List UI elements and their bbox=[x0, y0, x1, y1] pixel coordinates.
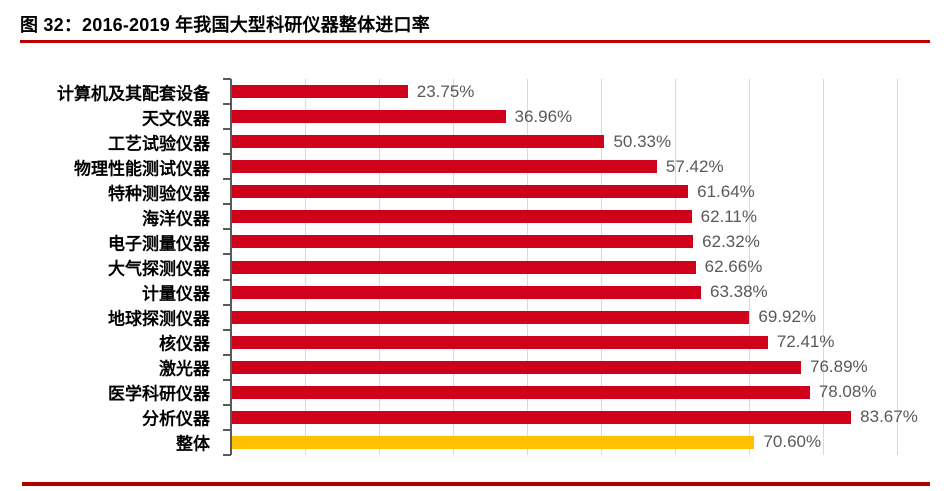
bar bbox=[232, 285, 701, 299]
value-label: 57.42% bbox=[665, 156, 724, 176]
axis-tick bbox=[223, 178, 231, 180]
category-label: 计算机及其配套设备 bbox=[57, 84, 210, 104]
category-label: 大气探测仪器 bbox=[108, 259, 210, 279]
figure-title: 图 32：2016-2019 年我国大型科研仪器整体进口率 bbox=[20, 15, 430, 35]
category-label: 分析仪器 bbox=[142, 409, 210, 429]
bottom-rule bbox=[22, 482, 930, 486]
category-label: 海洋仪器 bbox=[142, 209, 210, 229]
value-label: 78.08% bbox=[818, 382, 877, 402]
axis-tick bbox=[223, 354, 231, 356]
axis-tick bbox=[223, 253, 231, 255]
axis-tick bbox=[223, 404, 231, 406]
value-label: 63.38% bbox=[710, 282, 768, 302]
bar bbox=[232, 210, 692, 224]
category-label: 特种测验仪器 bbox=[108, 184, 210, 204]
category-label: 计量仪器 bbox=[142, 284, 210, 304]
axis-tick bbox=[223, 329, 231, 331]
axis-tick bbox=[223, 153, 231, 155]
category-label: 工艺试验仪器 bbox=[108, 134, 210, 154]
bar bbox=[232, 360, 801, 374]
category-label: 物理性能测试仪器 bbox=[74, 159, 210, 179]
gridline bbox=[749, 79, 750, 455]
value-label: 83.67% bbox=[860, 407, 918, 427]
bar-highlight bbox=[232, 435, 755, 449]
category-label: 地球探测仪器 bbox=[108, 309, 210, 329]
bar bbox=[232, 410, 852, 424]
value-label: 69.92% bbox=[758, 307, 817, 327]
title-underline bbox=[20, 40, 930, 43]
bar bbox=[232, 335, 768, 349]
bar bbox=[232, 235, 694, 249]
axis-tick bbox=[223, 279, 231, 281]
bar bbox=[232, 310, 750, 324]
axis-tick bbox=[223, 429, 231, 431]
value-label: 62.11% bbox=[700, 206, 758, 226]
category-label: 电子测量仪器 bbox=[108, 234, 210, 254]
bar bbox=[232, 185, 689, 199]
value-label: 76.89% bbox=[809, 357, 868, 377]
gridline bbox=[823, 79, 824, 455]
axis-tick bbox=[223, 304, 231, 306]
axis-tick bbox=[223, 228, 231, 230]
category-label: 医学科研仪器 bbox=[108, 384, 210, 404]
axis-tick bbox=[223, 78, 231, 80]
value-label: 61.64% bbox=[697, 181, 755, 201]
gridline bbox=[897, 79, 898, 455]
bar bbox=[232, 85, 408, 99]
value-label: 36.96% bbox=[514, 106, 573, 126]
value-label: 70.60% bbox=[763, 432, 822, 452]
bar bbox=[232, 160, 657, 174]
bar bbox=[232, 110, 506, 124]
value-label: 50.33% bbox=[613, 131, 672, 151]
axis-tick bbox=[223, 128, 231, 130]
category-label: 天文仪器 bbox=[142, 109, 210, 129]
axis-tick bbox=[223, 103, 231, 105]
value-label: 72.41% bbox=[776, 332, 835, 352]
category-label: 整体 bbox=[176, 434, 210, 454]
axis-tick bbox=[223, 203, 231, 205]
category-label: 激光器 bbox=[159, 359, 210, 379]
axis-tick bbox=[223, 379, 231, 381]
bar bbox=[232, 135, 605, 149]
category-label: 核仪器 bbox=[159, 334, 210, 354]
axis-tick bbox=[223, 454, 231, 456]
category-axis-labels: 计算机及其配套设备天文仪器工艺试验仪器物理性能测试仪器特种测验仪器海洋仪器电子测… bbox=[0, 79, 220, 455]
value-label: 62.32% bbox=[702, 231, 760, 251]
value-label: 23.75% bbox=[416, 81, 475, 101]
bar bbox=[232, 260, 696, 274]
value-label: 62.66% bbox=[704, 257, 763, 276]
bar bbox=[232, 385, 810, 399]
plot-area: 23.75% 36.96% 50.33% 57.42% 61.64% 62.11% 62.3… bbox=[223, 78, 918, 456]
